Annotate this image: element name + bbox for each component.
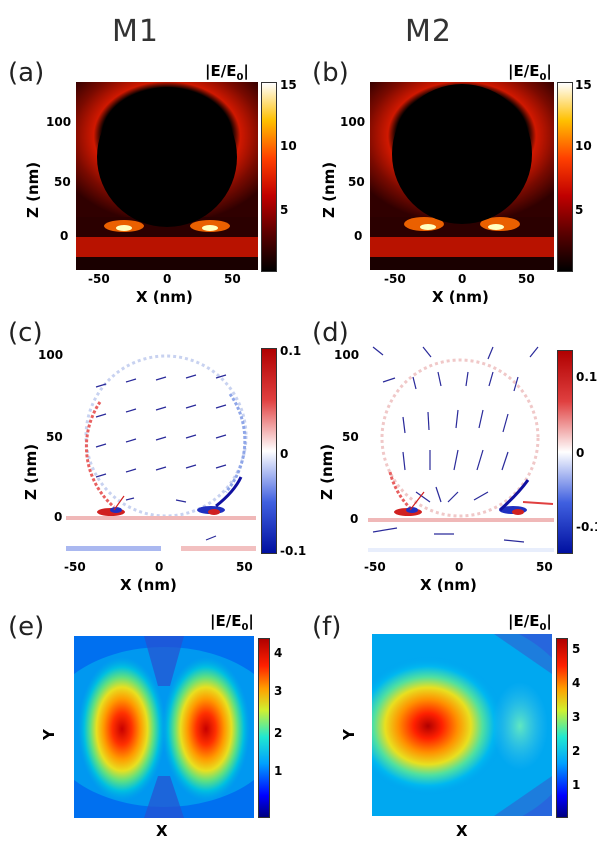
charge-arrow-map-c	[66, 342, 256, 558]
colorbar-a	[261, 82, 277, 272]
cbar-tick-c-neg: -0.1	[280, 544, 307, 558]
colorbar-b	[557, 82, 573, 272]
column-heading-m1: M1	[112, 14, 159, 49]
ylabel-d: Z (nm)	[318, 443, 336, 500]
xlabel-c: X (nm)	[120, 576, 177, 594]
column-heading-m2: M2	[405, 14, 452, 49]
cbar-tick-a-10: 10	[280, 139, 297, 153]
xtick-a-neg50: -50	[88, 272, 110, 286]
field-map-a	[76, 82, 258, 270]
xtick-c-50: 50	[236, 560, 253, 574]
xlabel-d: X (nm)	[420, 576, 477, 594]
ytick-a-0: 0	[60, 229, 69, 243]
cbar-tick-c-pos: 0.1	[280, 344, 302, 358]
xtick-c-0: 0	[155, 560, 164, 574]
cbar-tick-f-5: 5	[572, 642, 581, 656]
ytick-c-50: 50	[46, 430, 63, 444]
ytick-d-50: 50	[342, 430, 359, 444]
cbar-tick-d-pos: 0.1	[576, 370, 597, 384]
panel-label-e: (e)	[8, 612, 45, 642]
cbar-tick-f-2: 2	[572, 744, 581, 758]
xlabel-a: X (nm)	[136, 288, 193, 306]
colorbar-e	[258, 638, 270, 818]
xtick-a-0: 0	[163, 272, 172, 286]
xtick-a-50: 50	[224, 272, 241, 286]
cbar-tick-f-4: 4	[572, 676, 581, 690]
xlabel-f: X	[456, 822, 468, 840]
xtick-d-50: 50	[536, 560, 553, 574]
ytick-d-0: 0	[350, 512, 359, 526]
cbar-tick-b-15: 15	[575, 78, 592, 92]
cbar-tick-e-2: 2	[274, 726, 283, 740]
xtick-d-neg50: -50	[364, 560, 386, 574]
ytick-b-50: 50	[348, 175, 365, 189]
colorbar-f	[556, 638, 568, 818]
cbar-tick-e-1: 1	[274, 764, 283, 778]
ytick-a-100: 100	[46, 115, 72, 129]
panel-label-c: (c)	[8, 318, 43, 348]
cbar-tick-e-4: 4	[274, 646, 283, 660]
field-map-b	[370, 82, 554, 270]
cbar-tick-b-5: 5	[575, 203, 584, 217]
xtick-b-neg50: -50	[384, 272, 406, 286]
xtick-d-0: 0	[455, 560, 464, 574]
cbar-tick-f-3: 3	[572, 710, 581, 724]
cbar-tick-f-1: 1	[572, 778, 581, 792]
field-map-e	[74, 636, 254, 818]
colorbar-title-a: |E/E0|	[205, 62, 249, 83]
cbar-tick-d-neg: -0.1	[576, 520, 597, 534]
colorbar-c	[261, 348, 277, 554]
xlabel-b: X (nm)	[432, 288, 489, 306]
colorbar-d	[557, 350, 573, 554]
ylabel-e: Y	[40, 729, 58, 740]
xtick-b-50: 50	[518, 272, 535, 286]
xtick-b-0: 0	[458, 272, 467, 286]
cbar-tick-d-zero: 0	[576, 446, 585, 460]
panel-label-f: (f)	[312, 612, 342, 642]
cbar-tick-a-15: 15	[280, 78, 297, 92]
ylabel-f: Y	[340, 729, 358, 740]
xlabel-e: X	[156, 822, 168, 840]
ytick-c-100: 100	[38, 348, 64, 362]
colorbar-title-f: |E/E0|	[508, 612, 552, 633]
field-map-f	[372, 634, 552, 816]
panel-label-b: (b)	[312, 58, 349, 88]
ytick-c-0: 0	[54, 510, 63, 524]
ylabel-c: Z (nm)	[22, 443, 40, 500]
ytick-b-0: 0	[354, 229, 363, 243]
colorbar-title-e: |E/E0|	[210, 612, 254, 633]
cbar-tick-a-5: 5	[280, 203, 289, 217]
panel-label-a: (a)	[8, 58, 45, 88]
cbar-tick-e-3: 3	[274, 684, 283, 698]
ytick-b-100: 100	[340, 115, 366, 129]
ytick-a-50: 50	[54, 175, 71, 189]
charge-arrow-map-d	[368, 342, 554, 558]
ytick-d-100: 100	[334, 348, 360, 362]
cbar-tick-b-10: 10	[575, 139, 592, 153]
panel-label-d: (d)	[312, 318, 349, 348]
cbar-tick-c-zero: 0	[280, 447, 289, 461]
xtick-c-neg50: -50	[64, 560, 86, 574]
ylabel-a: Z (nm)	[24, 161, 42, 218]
colorbar-title-b: |E/E0|	[508, 62, 552, 83]
ylabel-b: Z (nm)	[320, 161, 338, 218]
